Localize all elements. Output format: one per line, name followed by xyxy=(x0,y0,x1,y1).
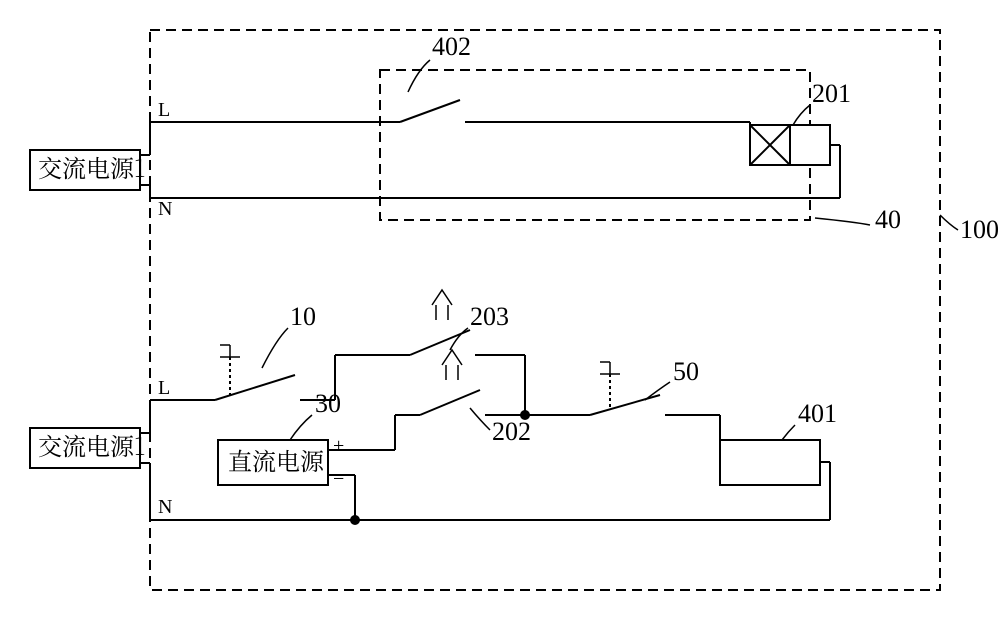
ac-source-top-label: 交流电源1 xyxy=(38,149,145,184)
coil-201 xyxy=(750,125,830,165)
ac-source-bot-label: 交流电源1 xyxy=(38,427,145,462)
switch-50 xyxy=(590,362,660,415)
ref-100: 100 xyxy=(960,215,999,244)
contact-203 xyxy=(410,290,470,355)
contact-202 xyxy=(420,350,480,415)
switch-10 xyxy=(215,345,295,400)
ref-203: 203 xyxy=(470,302,509,331)
ref-201: 201 xyxy=(812,79,851,108)
pin-L-top: L xyxy=(158,99,170,121)
pin-N-bot: N xyxy=(158,496,172,518)
load-401 xyxy=(720,440,820,485)
pin-N-top: N xyxy=(158,198,172,220)
dc-minus: − xyxy=(333,468,344,490)
ref-401: 401 xyxy=(798,399,837,428)
enclosure-100 xyxy=(150,30,940,590)
ref-10: 10 xyxy=(290,302,316,331)
ref-402: 402 xyxy=(432,32,471,61)
pin-L-bot: L xyxy=(158,377,170,399)
ref-50: 50 xyxy=(673,357,699,386)
ref-202: 202 xyxy=(492,417,531,446)
ref-30: 30 xyxy=(315,389,341,418)
dc-source-label: 直流电源 xyxy=(228,442,325,477)
circuit-diagram: 交流电源1 L N 交流电源1 L N xyxy=(0,0,1000,617)
dc-plus: + xyxy=(333,435,344,457)
ref-40: 40 xyxy=(875,205,901,234)
